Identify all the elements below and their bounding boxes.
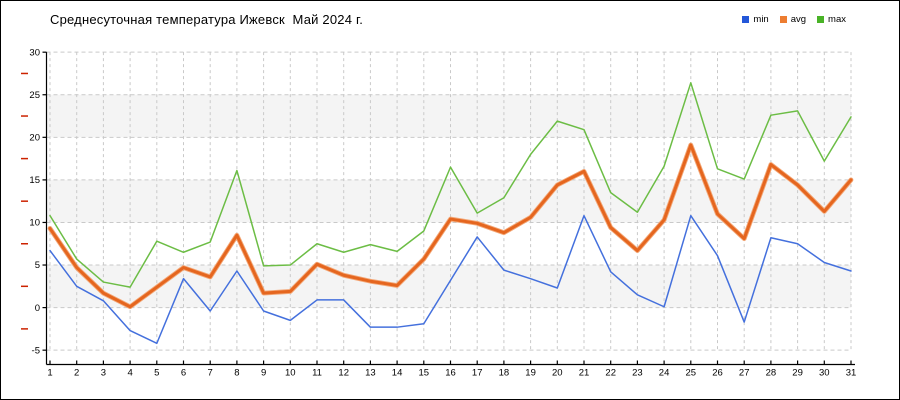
avg-swatch-icon: [779, 16, 787, 23]
svg-text:0: 0: [35, 303, 40, 314]
legend-item-avg: avg: [779, 14, 807, 25]
svg-text:11: 11: [312, 368, 322, 379]
svg-text:27: 27: [739, 368, 750, 379]
svg-text:5: 5: [35, 260, 40, 271]
svg-text:20: 20: [29, 133, 40, 144]
legend-item-min: min: [742, 14, 769, 25]
svg-text:5: 5: [154, 368, 159, 379]
svg-text:3: 3: [101, 368, 106, 379]
svg-text:22: 22: [605, 368, 616, 379]
legend-label-avg: avg: [790, 14, 807, 25]
legend-item-max: max: [817, 14, 846, 25]
svg-text:20: 20: [552, 368, 563, 379]
svg-text:16: 16: [445, 368, 456, 379]
svg-text:4: 4: [127, 368, 132, 379]
svg-text:12: 12: [338, 368, 349, 379]
svg-text:31: 31: [846, 368, 857, 379]
svg-text:10: 10: [29, 218, 40, 229]
svg-text:18: 18: [499, 368, 510, 379]
svg-text:23: 23: [632, 368, 643, 379]
svg-text:15: 15: [419, 368, 430, 379]
svg-text:25: 25: [29, 90, 40, 101]
svg-text:1: 1: [47, 368, 52, 379]
svg-text:9: 9: [261, 368, 266, 379]
svg-text:24: 24: [659, 368, 670, 379]
svg-text:21: 21: [579, 368, 590, 379]
chart-legend: min avg max: [742, 14, 846, 25]
max-swatch-icon: [817, 16, 825, 23]
svg-text:30: 30: [29, 47, 40, 58]
svg-text:17: 17: [472, 368, 483, 379]
svg-text:29: 29: [792, 368, 803, 379]
svg-text:14: 14: [392, 368, 403, 379]
svg-text:25: 25: [686, 368, 697, 379]
legend-label-min: min: [753, 14, 769, 25]
svg-text:28: 28: [766, 368, 777, 379]
svg-text:15: 15: [29, 175, 40, 186]
min-swatch-icon: [742, 16, 750, 23]
svg-text:13: 13: [365, 368, 376, 379]
svg-text:26: 26: [712, 368, 723, 379]
svg-text:8: 8: [234, 368, 239, 379]
svg-text:2: 2: [74, 368, 79, 379]
svg-text:30: 30: [819, 368, 830, 379]
svg-text:6: 6: [181, 368, 186, 379]
svg-text:-5: -5: [32, 345, 40, 356]
svg-text:19: 19: [525, 368, 536, 379]
svg-text:7: 7: [208, 368, 213, 379]
page-title: Среднесуточная температура Ижевск Май 20…: [50, 12, 364, 27]
legend-label-max: max: [828, 14, 846, 25]
svg-text:10: 10: [285, 368, 296, 379]
